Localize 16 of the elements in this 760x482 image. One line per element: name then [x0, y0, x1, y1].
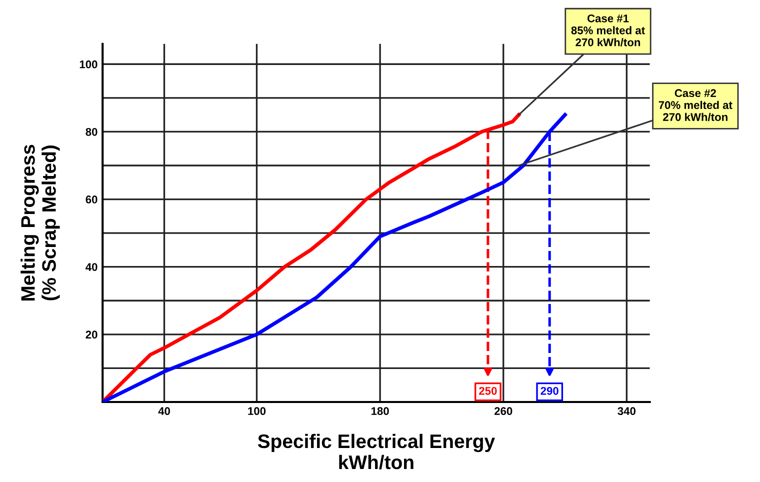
x-tick-label: 40	[158, 407, 170, 416]
annotation: Case #2 70% melted at 270 kWh/ton	[658, 89, 732, 122]
y-tick-label: 40	[86, 263, 98, 271]
y-tick-label: 60	[86, 196, 98, 204]
y-axis-title: Melting Progress (% Scrap Melted)	[20, 144, 60, 300]
annotation: Case #1 85% melted at 270 kWh/ton	[571, 14, 645, 46]
x-tick-label: 260	[494, 407, 512, 416]
x-tick-label: 180	[371, 407, 389, 416]
x-tick-label: 100	[248, 407, 266, 416]
y-tick-label: 20	[86, 330, 98, 339]
ref-line-label: 250	[479, 386, 497, 395]
ref-line-label: 290	[540, 386, 558, 395]
y-tick-label: 100	[80, 60, 98, 68]
y-tick-label: 80	[86, 128, 98, 136]
x-axis-title: Specific Electrical Energy kWh/ton	[258, 434, 495, 470]
x-tick-label: 340	[618, 407, 636, 416]
